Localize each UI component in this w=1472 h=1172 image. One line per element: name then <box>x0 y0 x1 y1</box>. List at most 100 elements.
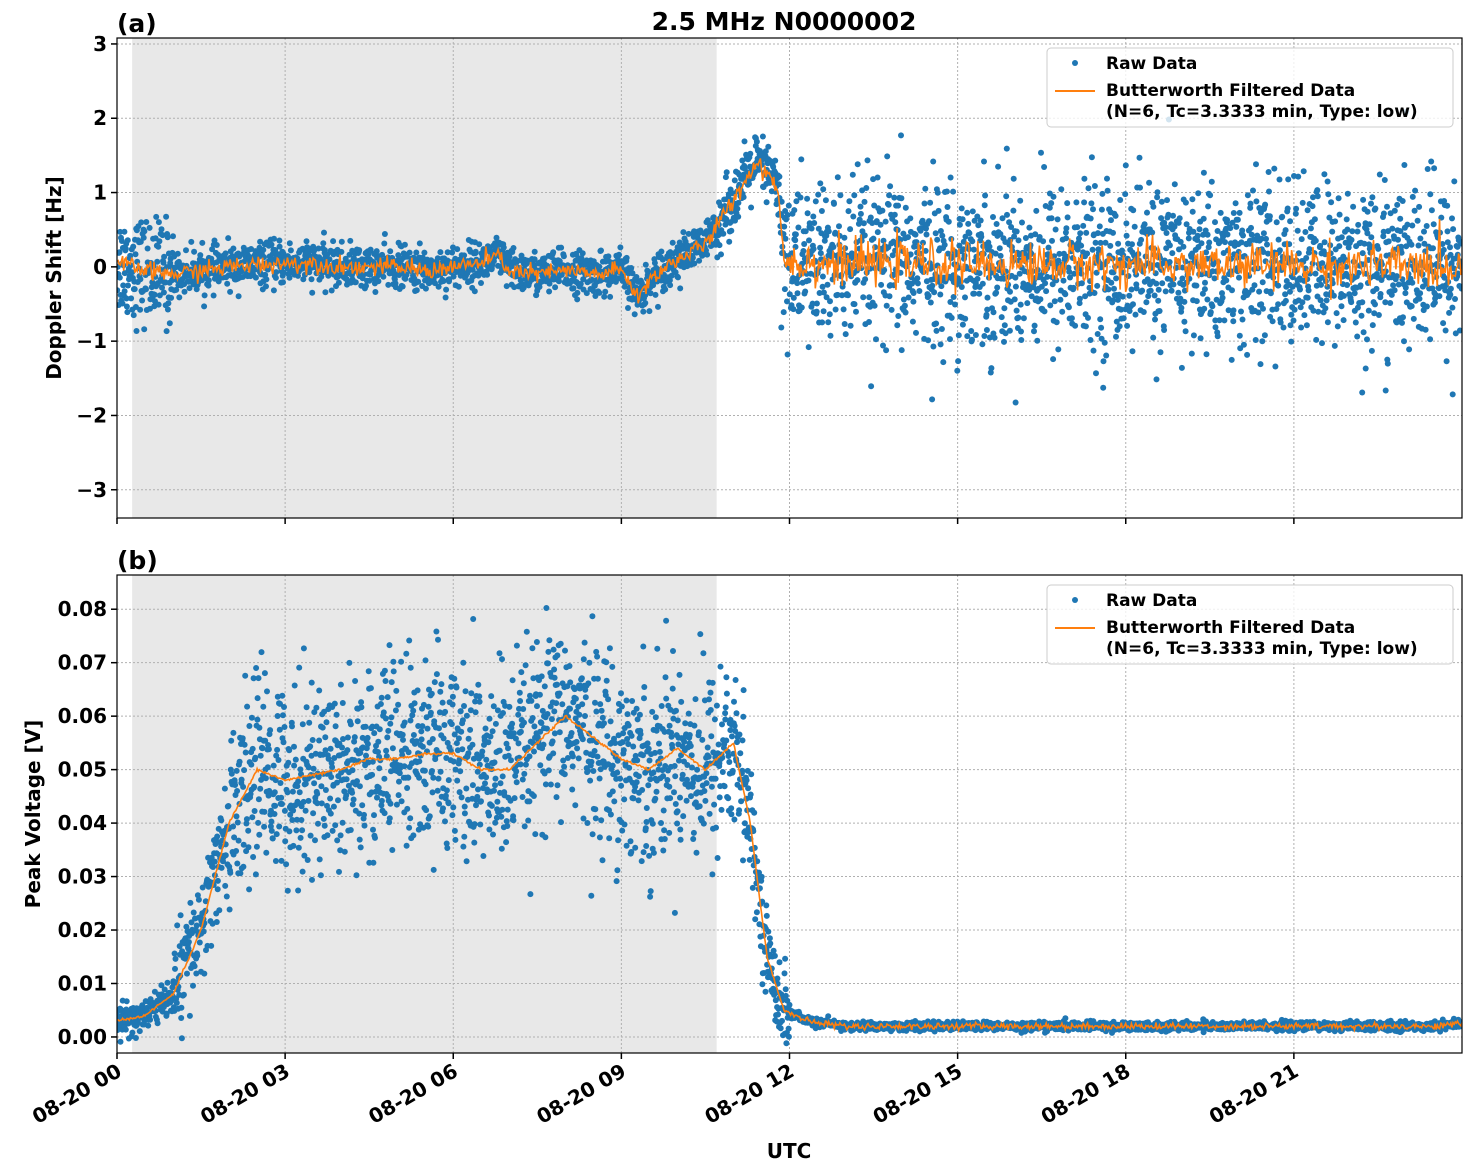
raw-point <box>937 228 944 234</box>
raw-point <box>1287 322 1294 329</box>
raw-point <box>293 827 300 834</box>
raw-point <box>493 234 500 241</box>
raw-point <box>1406 346 1413 353</box>
raw-point <box>1280 324 1287 331</box>
raw-point <box>429 768 435 774</box>
raw-point <box>1361 240 1368 247</box>
raw-point <box>1090 347 1097 354</box>
raw-point <box>1375 312 1382 318</box>
raw-point <box>568 730 575 736</box>
raw-point <box>272 858 279 864</box>
raw-point <box>1087 215 1094 222</box>
raw-point <box>1196 226 1203 233</box>
raw-point <box>484 271 491 278</box>
raw-point <box>780 309 787 316</box>
raw-point <box>159 284 165 291</box>
raw-point <box>579 250 586 257</box>
raw-point <box>477 265 484 272</box>
raw-point <box>125 282 131 289</box>
raw-point <box>1205 203 1212 210</box>
raw-point <box>1225 307 1232 314</box>
raw-point <box>1360 329 1367 336</box>
raw-point <box>984 306 991 313</box>
raw-point <box>1385 238 1392 245</box>
raw-point <box>554 652 561 659</box>
raw-point <box>1456 327 1462 334</box>
raw-point <box>1312 270 1319 277</box>
raw-point <box>403 842 410 849</box>
raw-point <box>812 198 819 205</box>
raw-point <box>446 276 453 283</box>
raw-point <box>122 1026 129 1033</box>
raw-point <box>585 680 592 687</box>
raw-point <box>1373 285 1380 292</box>
raw-point <box>920 239 926 246</box>
raw-point <box>1017 301 1024 308</box>
raw-point <box>168 997 175 1004</box>
raw-point <box>1372 205 1379 212</box>
raw-point <box>1019 219 1025 226</box>
raw-point <box>1289 283 1296 290</box>
raw-point <box>1100 384 1107 391</box>
raw-point <box>895 202 902 209</box>
raw-point <box>927 299 934 306</box>
raw-point <box>216 907 223 914</box>
raw-point <box>503 839 510 846</box>
raw-point <box>1447 244 1453 251</box>
raw-point <box>350 255 357 262</box>
raw-point <box>557 640 564 647</box>
raw-point <box>959 216 966 223</box>
raw-point <box>131 286 138 293</box>
raw-point <box>1128 286 1135 293</box>
raw-point <box>1123 232 1130 239</box>
raw-point <box>401 241 408 248</box>
raw-point <box>633 274 640 280</box>
raw-point <box>1007 288 1013 295</box>
raw-point <box>424 725 431 732</box>
raw-point <box>337 681 344 688</box>
raw-point <box>422 781 429 788</box>
raw-point <box>510 817 517 824</box>
raw-point <box>800 248 807 254</box>
raw-point <box>1078 242 1085 249</box>
raw-point <box>977 217 984 224</box>
raw-point <box>965 220 972 227</box>
raw-point <box>1277 319 1284 326</box>
raw-point <box>1262 201 1269 208</box>
raw-point <box>264 764 271 771</box>
raw-point <box>587 777 594 784</box>
raw-point <box>181 288 188 295</box>
raw-point <box>435 775 442 782</box>
raw-point <box>298 817 305 823</box>
raw-point <box>718 251 724 258</box>
raw-point <box>1409 279 1416 286</box>
raw-point <box>923 231 930 238</box>
raw-point <box>1212 219 1218 226</box>
raw-point <box>295 887 302 894</box>
raw-point <box>438 681 445 688</box>
raw-point <box>183 923 190 930</box>
raw-point <box>324 832 331 839</box>
raw-point <box>1082 323 1089 330</box>
raw-point <box>1315 308 1322 315</box>
raw-point <box>141 326 148 333</box>
raw-point <box>1288 338 1295 345</box>
raw-point <box>1402 284 1409 291</box>
raw-point <box>452 836 459 843</box>
raw-point <box>201 970 208 977</box>
raw-point <box>1099 190 1106 197</box>
raw-point <box>519 776 526 783</box>
raw-point <box>867 214 874 221</box>
raw-point <box>315 820 321 827</box>
raw-point <box>1171 181 1178 188</box>
raw-point <box>309 737 316 743</box>
raw-point <box>790 294 797 301</box>
raw-point <box>976 270 983 277</box>
raw-point <box>186 285 193 292</box>
raw-point <box>1299 199 1306 206</box>
raw-point <box>1193 282 1200 289</box>
raw-point <box>129 269 136 276</box>
legend-raw-marker <box>1072 60 1078 66</box>
raw-point <box>1309 203 1316 210</box>
raw-point <box>1185 235 1192 242</box>
